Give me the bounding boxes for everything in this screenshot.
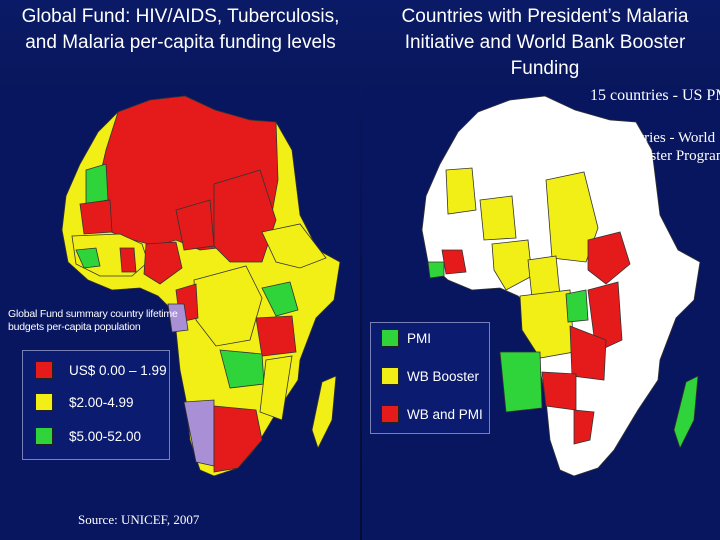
legend-swatch-red	[35, 361, 53, 379]
wbpmi-zambia-region	[541, 371, 577, 411]
wbpmi-eastafrica-region	[587, 281, 623, 353]
south-africa-region	[213, 405, 263, 473]
west-sahara-region	[85, 163, 109, 205]
legend-item-high: $5.00-52.00	[35, 427, 141, 445]
legend-item-mid: $2.00-4.99	[35, 393, 134, 411]
legend-label-low: US$ 0.00 – 1.99	[69, 362, 167, 378]
wb-madagascar-region	[673, 375, 699, 450]
wb-count-annotation-line1: 17 countries - World	[592, 130, 716, 146]
wb-drc-region	[519, 289, 575, 359]
pmi-senegal-region	[427, 261, 445, 279]
wbpmi-tanzania-region	[569, 325, 607, 381]
gabon-region	[167, 303, 189, 333]
source-citation: Source: UNICEF, 2007	[78, 512, 200, 527]
pmi-africa-map	[421, 95, 701, 477]
ghana-region	[119, 247, 137, 273]
legend-swatch-green	[35, 427, 53, 445]
nigeria-region	[143, 241, 183, 285]
wb-niger-region	[479, 195, 517, 241]
east-green-region	[261, 281, 299, 317]
global-fund-map-panel: Global Fund summary country lifetime bud…	[0, 86, 360, 540]
drc-region	[193, 265, 263, 347]
legend-item-wb-booster: WB Booster	[381, 367, 479, 385]
left-legend-title: Global Fund summary country lifetime bud…	[8, 308, 178, 333]
legend-label-mid: $2.00-4.99	[69, 394, 134, 410]
wbpmi-westafrica-region	[441, 249, 467, 275]
namibia-region	[183, 399, 215, 467]
legend-swatch-wb-booster	[381, 367, 399, 385]
madagascar-region	[311, 375, 337, 450]
pmi-kenya-region	[565, 289, 589, 323]
mauritania-region	[79, 199, 113, 235]
wbpmi-ethiopia-region	[587, 231, 631, 285]
wb-count-annotation-line2: Bank Booster Program	[590, 148, 720, 164]
left-map-title: Global Fund: HIV/AIDS, Tuberculosis, and…	[21, 6, 340, 53]
right-legend: PMI WB Booster WB and PMI	[370, 322, 490, 434]
tanzania-region	[255, 315, 297, 357]
horn-region	[261, 223, 327, 269]
legend-label-high: $5.00-52.00	[69, 428, 142, 444]
wbpmi-zimbabwe-region	[573, 409, 595, 445]
pmi-count-annotation: 15 countries - US PMI	[590, 87, 720, 104]
legend-swatch-wb-and-pmi	[381, 405, 399, 423]
legend-label-pmi: PMI	[407, 330, 432, 346]
pmi-map-panel: 15 countries - US PMI 17 countries - Wor…	[362, 86, 720, 540]
legend-item-wb-and-pmi: WB and PMI	[381, 405, 483, 423]
wb-nigeria-region	[491, 239, 533, 291]
legend-item-low: US$ 0.00 – 1.99	[35, 361, 167, 379]
legend-swatch-yellow	[35, 393, 53, 411]
left-legend: US$ 0.00 – 1.99 $2.00-4.99 $5.00-52.00	[22, 350, 170, 460]
global-fund-africa-map	[61, 95, 341, 477]
wb-sahel-region	[445, 167, 477, 215]
legend-swatch-pmi	[381, 329, 399, 347]
pmi-angola-region	[499, 351, 543, 413]
legend-label-wb-and-pmi: WB and PMI	[407, 406, 483, 422]
legend-label-wb-booster: WB Booster	[407, 368, 480, 384]
sudan-region	[213, 169, 277, 263]
mozambique-region	[259, 355, 293, 421]
legend-item-pmi: PMI	[381, 329, 431, 347]
guinea-region	[75, 247, 101, 269]
right-map-title: Countries with President’s Malaria Initi…	[401, 6, 689, 79]
